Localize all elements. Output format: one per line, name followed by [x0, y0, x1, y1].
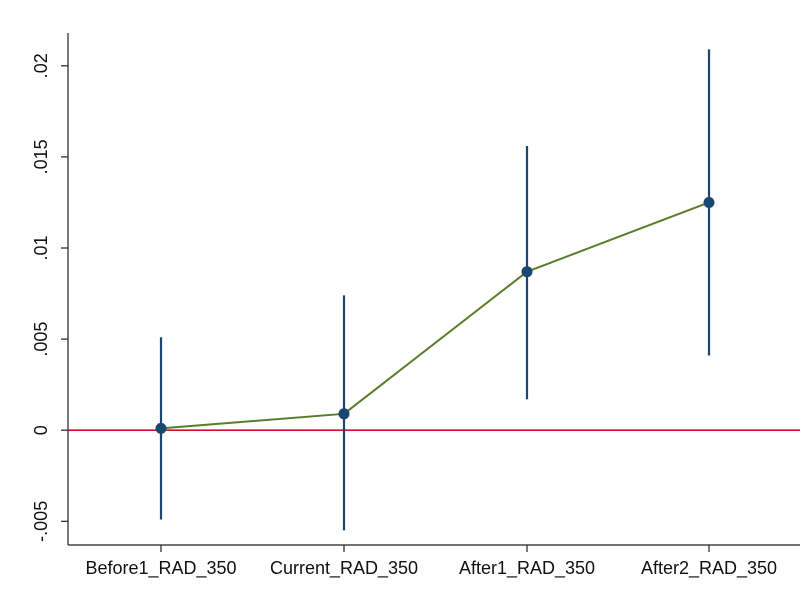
y-tick-label-1: 0 — [31, 425, 51, 435]
data-point-2 — [521, 266, 533, 278]
data-point-1 — [338, 408, 350, 420]
y-tick-label-0: -.005 — [31, 501, 51, 542]
y-tick-label-3: .01 — [31, 235, 51, 260]
estimate-points — [155, 196, 715, 434]
y-tick-label-2: .005 — [31, 322, 51, 357]
plot-area — [68, 33, 800, 545]
series-lines — [160, 201, 710, 430]
data-point-0 — [155, 422, 167, 434]
x-tick-label-1: Current_RAD_350 — [270, 558, 418, 579]
x-tick-label-2: After1_RAD_350 — [459, 558, 595, 579]
series-line-segment-1 — [343, 270, 528, 415]
x-tick-label-0: Before1_RAD_350 — [85, 558, 236, 579]
series-line-segment-0 — [160, 412, 345, 430]
y-tick-label-4: .015 — [31, 139, 51, 174]
data-point-3 — [703, 196, 715, 208]
x-axis-ticks: Before1_RAD_350 Current_RAD_350 After1_RAD… — [85, 545, 777, 579]
y-tick-label-5: .02 — [31, 53, 51, 78]
y-axis-ticks: -.005 0 .005 .01 .015 .02 — [31, 53, 68, 542]
series-line-segment-2 — [526, 201, 710, 273]
x-tick-label-3: After2_RAD_350 — [641, 558, 777, 579]
